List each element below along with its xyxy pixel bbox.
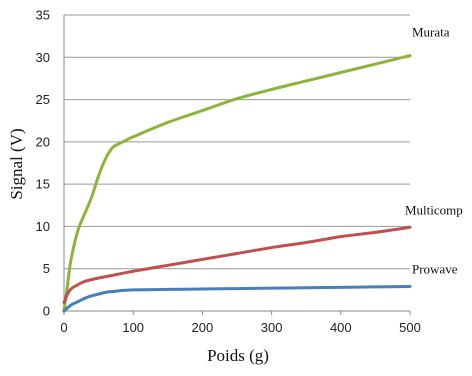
y-tick-label: 25 [36,92,50,107]
y-tick-label: 0 [43,304,50,319]
x-tick-label: 0 [60,320,67,335]
y-axis-title: Signal (V) [7,128,26,199]
series-label-prowave: Prowave [412,261,458,276]
axes [63,15,411,315]
series-label-murata: Murata [412,25,450,40]
x-tick-labels: 0 100 200 300 400 500 [60,320,420,335]
x-tick-label: 500 [399,320,421,335]
x-tick-label: 200 [192,320,214,335]
x-tick-label: 400 [330,320,352,335]
y-tick-labels: 0 5 10 15 20 25 30 35 [36,8,50,319]
y-tick-label: 30 [36,50,50,65]
gridlines [64,14,410,270]
series-label-multicomp: Multicomp [405,202,463,217]
series-line-prowave [62,284,412,313]
y-tick-label: 5 [43,261,50,276]
series-line-multicomp [62,225,412,305]
series-labels: Murata Multicomp Prowave [405,25,463,277]
x-tick-label: 300 [261,320,283,335]
series-lines [62,54,412,313]
x-tick-label: 100 [122,320,144,335]
y-tick-label: 35 [36,8,50,23]
y-tick-label: 10 [36,219,50,234]
x-axis-title: Poids (g) [207,346,269,365]
y-tick-label: 20 [36,134,50,149]
series-line-murata [62,54,412,313]
y-tick-label: 15 [36,177,50,192]
